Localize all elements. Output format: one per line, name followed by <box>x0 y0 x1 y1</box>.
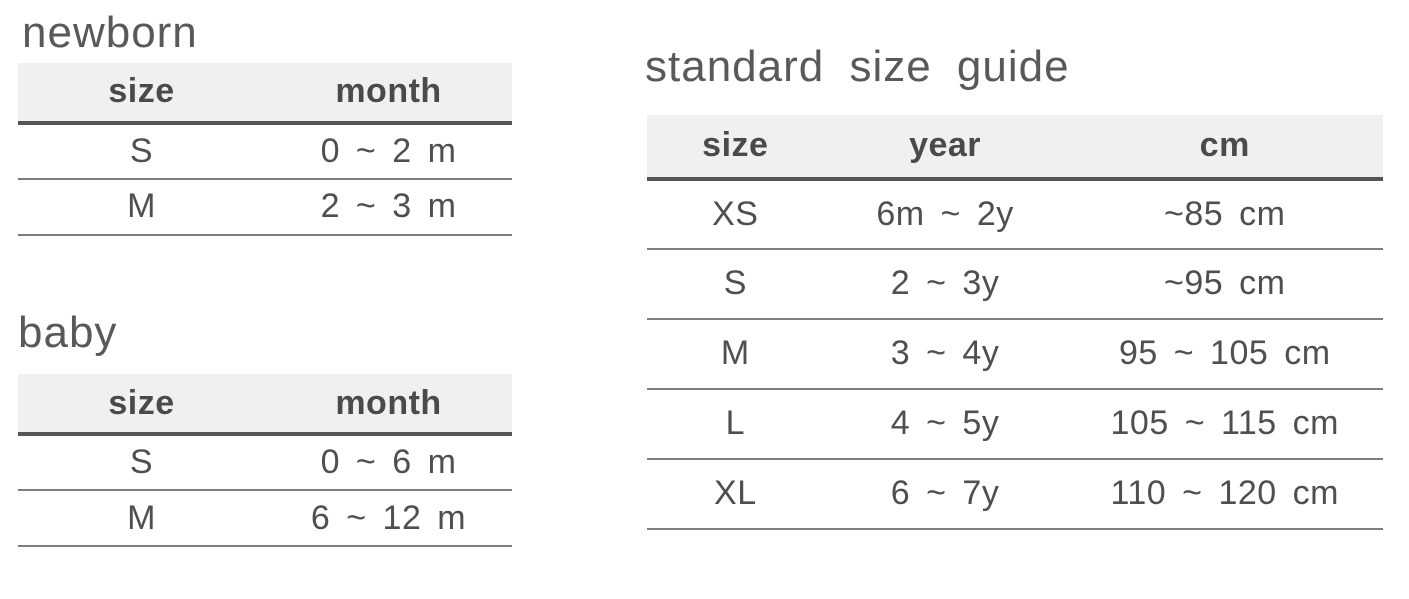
standard-col-header-cm: cm <box>1066 114 1383 181</box>
size-cell: S <box>647 248 824 320</box>
year-cell: 6m ~ 2y <box>823 178 1067 250</box>
size-cell: XS <box>647 178 824 250</box>
table-row: S 0 ~ 2 m <box>18 122 512 180</box>
year-cell: 2 ~ 3y <box>823 248 1067 320</box>
newborn-header-row: size month <box>18 62 512 125</box>
table-row: L 4 ~ 5y 105 ~ 115 cm <box>647 388 1383 460</box>
cm-cell: 110 ~ 120 cm <box>1066 458 1383 530</box>
newborn-col-header-size: size <box>18 62 265 125</box>
baby-col-header-month: month <box>265 374 512 437</box>
size-cell: S <box>18 122 265 180</box>
cm-cell: 95 ~ 105 cm <box>1066 318 1383 390</box>
baby-section-title: baby <box>18 307 118 357</box>
size-cell: S <box>18 434 265 492</box>
month-cell: 0 ~ 2 m <box>265 122 512 180</box>
month-cell: 6 ~ 12 m <box>265 490 512 548</box>
table-row: XL 6 ~ 7y 110 ~ 120 cm <box>647 458 1383 530</box>
standard-size-table: size year cm XS 6m ~ 2y ~85 cm S 2 ~ 3y … <box>647 114 1383 530</box>
cm-cell: ~85 cm <box>1066 178 1383 250</box>
standard-col-header-size: size <box>647 114 824 181</box>
left-column: newborn size month S 0 ~ 2 m M 2 ~ 3 m b… <box>18 0 512 548</box>
size-cell: M <box>18 178 265 236</box>
year-cell: 6 ~ 7y <box>823 458 1067 530</box>
size-cell: XL <box>647 458 824 530</box>
table-row: XS 6m ~ 2y ~85 cm <box>647 178 1383 250</box>
right-column: standard size guide size year cm XS 6m ~… <box>645 0 1383 530</box>
month-cell: 0 ~ 6 m <box>265 434 512 492</box>
size-cell: M <box>647 318 824 390</box>
size-cell: M <box>18 490 265 548</box>
table-row: S 2 ~ 3y ~95 cm <box>647 248 1383 320</box>
cm-cell: ~95 cm <box>1066 248 1383 320</box>
newborn-section-title: newborn <box>22 8 198 57</box>
cm-cell: 105 ~ 115 cm <box>1066 388 1383 460</box>
table-row: S 0 ~ 6 m <box>18 434 512 492</box>
table-row: M 6 ~ 12 m <box>18 490 512 548</box>
newborn-col-header-month: month <box>265 62 512 125</box>
month-cell: 2 ~ 3 m <box>265 178 512 236</box>
baby-table: size month S 0 ~ 6 m M 6 ~ 12 m <box>18 374 512 548</box>
table-row: M 2 ~ 3 m <box>18 178 512 236</box>
size-cell: L <box>647 388 824 460</box>
standard-col-header-year: year <box>823 114 1067 181</box>
year-cell: 3 ~ 4y <box>823 318 1067 390</box>
table-row: M 3 ~ 4y 95 ~ 105 cm <box>647 318 1383 390</box>
baby-header-row: size month <box>18 374 512 437</box>
standard-header-row: size year cm <box>647 114 1383 181</box>
standard-section-title: standard size guide <box>645 42 1070 91</box>
year-cell: 4 ~ 5y <box>823 388 1067 460</box>
newborn-table: size month S 0 ~ 2 m M 2 ~ 3 m <box>18 62 512 236</box>
baby-col-header-size: size <box>18 374 265 437</box>
